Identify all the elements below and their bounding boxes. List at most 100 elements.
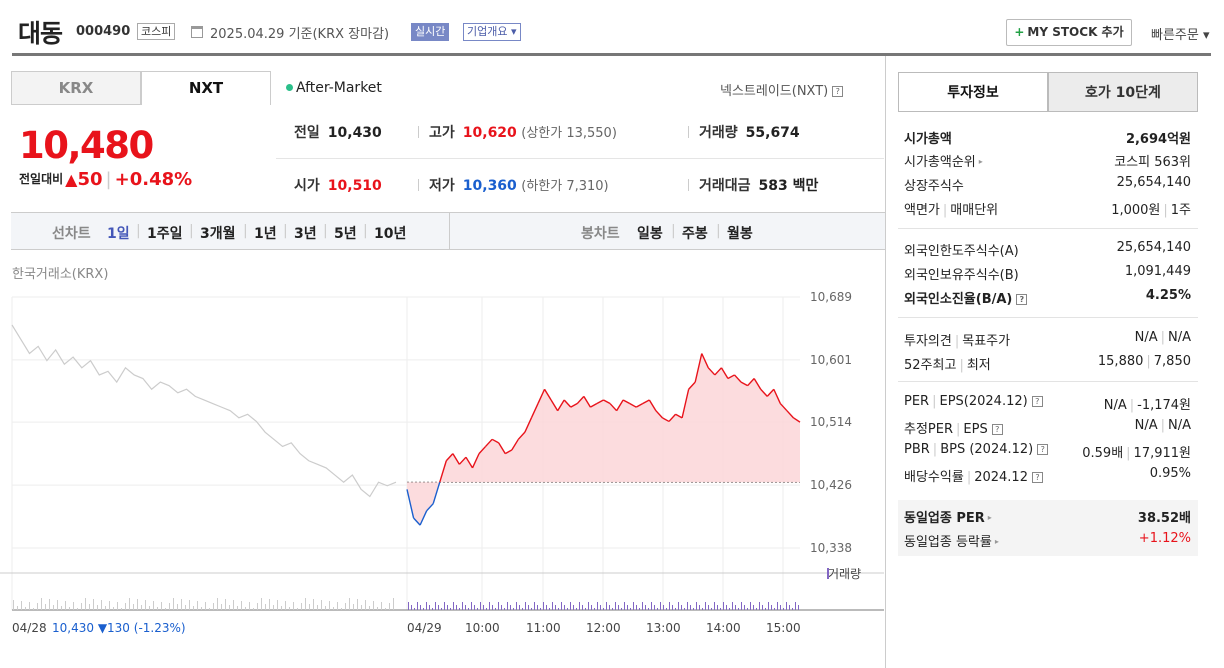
series-today-segment — [740, 381, 748, 387]
series-today-segment — [727, 374, 735, 380]
period-10y[interactable]: 10년 — [374, 226, 407, 242]
help-icon[interactable]: ? — [1037, 444, 1049, 455]
volume-bar — [441, 608, 442, 610]
volume-bar — [759, 602, 760, 610]
tab-nxt[interactable]: NXT — [141, 71, 271, 105]
y-tick-label: 10,338 — [810, 541, 852, 555]
candle-monthly[interactable]: 월봉 — [727, 226, 753, 242]
stock-header: 대동 000490 코스피 2025.04.29 기준(KRX 장마감) 실시간… — [0, 0, 1224, 56]
candle-weekly[interactable]: 주봉 — [682, 226, 708, 242]
series-today-segment — [793, 417, 801, 423]
series-today-segment — [747, 378, 755, 387]
my-stock-label: MY STOCK 추가 — [1027, 25, 1124, 39]
period-3m[interactable]: 3개월 — [200, 226, 236, 242]
volume-bar — [197, 601, 198, 610]
volume-bar — [349, 598, 350, 610]
series-today-segment — [635, 402, 644, 408]
volume-bar — [495, 608, 496, 610]
period-1w[interactable]: 1주일 — [147, 226, 183, 242]
volume-label: 거래량 — [828, 567, 861, 581]
panel-separator — [898, 228, 1198, 229]
series-today-segment — [511, 438, 519, 451]
market-cap-label: 시가총액 — [904, 132, 952, 147]
realtime-button[interactable]: 실시간 — [411, 23, 450, 41]
volume-bar — [453, 602, 454, 610]
help-icon[interactable]: ? — [832, 86, 844, 97]
volume-bar — [447, 605, 448, 610]
volume-bar — [13, 600, 14, 610]
after-market-label: After-Market — [296, 80, 382, 96]
sep: | — [1146, 354, 1151, 369]
x-tick-label: 12:00 — [586, 621, 621, 635]
series-today-segment — [485, 438, 493, 447]
period-sep: | — [323, 223, 328, 239]
help-icon[interactable]: ? — [1016, 294, 1028, 305]
volume-bar — [684, 608, 685, 610]
industry-panel — [898, 500, 1198, 556]
volume-bar — [393, 598, 394, 610]
opinion-value: N/A — [1134, 330, 1158, 345]
series-today-segment — [413, 517, 421, 526]
volume-bar — [678, 602, 679, 610]
help-icon[interactable]: ? — [991, 424, 1003, 435]
volume-bar — [483, 605, 484, 610]
period-5y[interactable]: 5년 — [334, 226, 357, 242]
volume-bar — [245, 607, 246, 610]
est-eps-label: EPS — [963, 422, 988, 437]
tab-krx[interactable]: KRX — [11, 71, 141, 105]
volume-bar — [77, 608, 78, 610]
line-chart-label: 선차트 — [52, 226, 91, 242]
target-label: 목표주가 — [962, 334, 1011, 349]
volume-bar — [414, 608, 415, 610]
pbr-value: 0.59배 — [1082, 446, 1124, 461]
amount-value: 583 백만 — [758, 178, 819, 194]
x-tick-label: 11:00 — [526, 621, 561, 635]
candle-daily[interactable]: 일봉 — [637, 226, 663, 242]
shares-value: 25,654,140 — [1116, 175, 1191, 190]
industry-per-row[interactable]: 동일업종 PER ▸ 38.52배 — [904, 507, 1191, 529]
sep: | — [1160, 330, 1165, 345]
volume-bar — [591, 605, 592, 610]
volume-bar — [365, 600, 366, 610]
volume-bar — [293, 602, 294, 610]
volume-bar — [726, 605, 727, 610]
volume-bar — [471, 602, 472, 610]
industry-rate-value: +1.12% — [1138, 531, 1191, 546]
company-overview-dropdown[interactable]: 기업개요 ▾ — [463, 23, 521, 41]
cap-rank-label: 시가총액순위 ▸ — [904, 151, 983, 170]
industry-rate-row[interactable]: 동일업종 등락률 ▸ +1.12% — [904, 531, 1191, 553]
foreign-ratio-row: 외국인소진율(B/A)? 4.25% — [904, 288, 1191, 310]
tab-ask-10[interactable]: 호가 10단계 — [1048, 72, 1198, 112]
volume-bar — [573, 605, 574, 610]
series-today-segment — [596, 399, 604, 405]
help-icon[interactable]: ? — [1031, 472, 1043, 483]
volume-bar — [489, 602, 490, 610]
series-today-segment — [786, 410, 794, 419]
volume-bar — [537, 605, 538, 610]
series-today-segment — [609, 403, 618, 412]
nextrade-link[interactable]: 넥스트레이드(NXT)? — [720, 80, 844, 99]
up-arrow-icon: ▲ — [65, 170, 78, 189]
period-1d[interactable]: 1일 — [107, 226, 130, 242]
cap-rank-row[interactable]: 시가총액순위 ▸ 코스피 563위 — [904, 151, 1191, 173]
volume-bar — [615, 602, 616, 610]
volume-bar — [221, 604, 222, 610]
volume-bar — [513, 608, 514, 610]
divider — [688, 126, 689, 138]
period-1y[interactable]: 1년 — [254, 226, 277, 242]
my-stock-add-button[interactable]: + MY STOCK 추가 — [1006, 19, 1132, 46]
volume-bar — [741, 602, 742, 610]
range52-values: 15,880 | 7,850 — [1098, 354, 1191, 369]
par-value: 1,000원 — [1111, 203, 1161, 218]
tab-invest-info[interactable]: 투자정보 — [898, 72, 1048, 112]
volume-bar — [753, 605, 754, 610]
arrow-right-icon: ▸ — [978, 157, 983, 166]
period-3y[interactable]: 3년 — [294, 226, 317, 242]
foreign-ratio-value: 4.25% — [1145, 288, 1191, 303]
high-label: 고가 — [429, 125, 455, 141]
volume-bar — [113, 607, 114, 610]
volume-bar — [369, 606, 370, 610]
help-icon[interactable]: ? — [1031, 396, 1043, 407]
quick-order-dropdown[interactable]: 빠른주문 ▾ — [1151, 28, 1210, 43]
